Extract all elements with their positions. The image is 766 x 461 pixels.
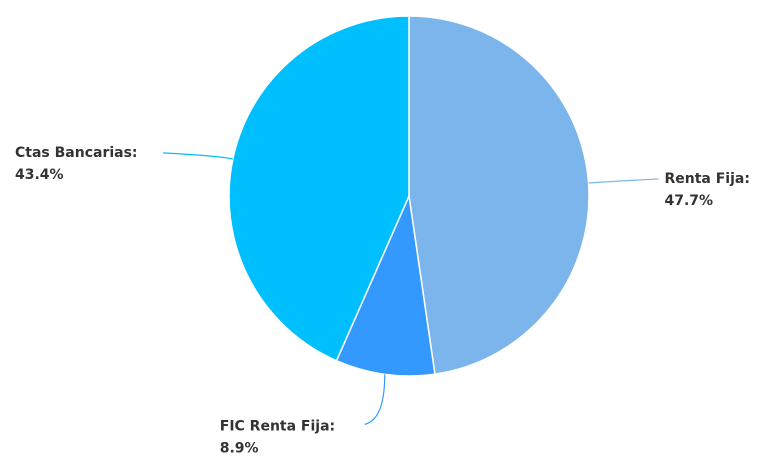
- data-label-name: FIC Renta Fija:: [220, 418, 335, 434]
- data-label-value: 8.9%: [220, 440, 259, 456]
- data-label-name: Ctas Bancarias:: [15, 145, 138, 161]
- pie-slice: [408, 15, 590, 375]
- data-label-value: 43.4%: [15, 167, 64, 183]
- connector-line: [163, 152, 233, 160]
- connector-line: [364, 374, 386, 425]
- pie-slice: [335, 193, 436, 377]
- connector-line: [588, 178, 659, 184]
- pie-slice: [228, 15, 410, 362]
- data-label-name: Renta Fija:: [664, 171, 749, 187]
- data-label-value: 47.7%: [664, 193, 713, 209]
